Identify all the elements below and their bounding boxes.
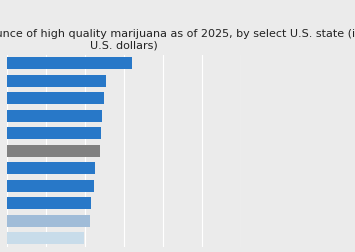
Bar: [7, 198, 91, 209]
Bar: [7, 232, 84, 244]
Bar: [7, 110, 102, 122]
Title: Average price per ounce of high quality marijuana as of 2025, by select U.S. sta: Average price per ounce of high quality …: [0, 29, 355, 50]
Bar: [7, 58, 132, 70]
Bar: [7, 76, 105, 87]
Bar: [7, 145, 100, 157]
Bar: [7, 215, 90, 227]
Bar: [7, 93, 104, 105]
Bar: [7, 163, 94, 175]
Bar: [7, 180, 94, 192]
Bar: [7, 128, 101, 140]
